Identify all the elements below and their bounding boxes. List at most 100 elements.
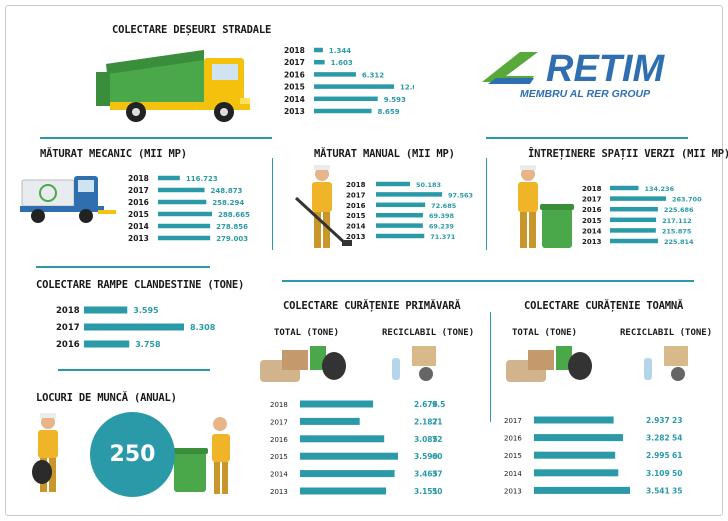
tick-label: 2013: [128, 234, 149, 242]
bar: [300, 435, 385, 443]
street-sweeper-icon: [20, 176, 116, 223]
bar: [610, 185, 639, 191]
data-label: 3.465: [414, 470, 438, 479]
data-label: 215.875: [662, 227, 692, 235]
mechanical-title: MĂTURAT MECANIC (MII MP): [40, 148, 187, 160]
tick-label: 2015: [284, 83, 305, 92]
autumn-recyclable-label: RECICLABIL (TONE): [620, 328, 713, 338]
autumn-total-label: TOTAL (TONE): [512, 328, 578, 338]
bar: [610, 228, 656, 233]
data-label: 2.995: [646, 451, 670, 460]
tick-label: 2018: [56, 306, 80, 316]
data-label: 50.183: [416, 181, 441, 189]
bar: [314, 59, 325, 65]
data-label: 248.873: [211, 187, 243, 195]
bar: [534, 434, 623, 442]
data-label: 9.5: [432, 400, 445, 409]
data-label: 3.151: [414, 487, 438, 496]
brand-tagline: MEMBRU AL RER GROUP: [520, 88, 651, 100]
bar: [534, 469, 619, 477]
tick-label: 2014: [346, 223, 366, 231]
outer-frame: [5, 5, 723, 516]
bar: [300, 470, 395, 478]
data-label: 35: [672, 486, 682, 495]
bar: [300, 487, 387, 495]
bar: [610, 238, 658, 244]
bar: [534, 451, 616, 459]
bar: [376, 233, 425, 239]
tick-label: 2016: [284, 70, 305, 79]
bar: [376, 181, 410, 187]
data-label: 217.112: [662, 217, 692, 225]
data-label: 116.723: [186, 175, 218, 183]
data-label: 1.344: [329, 47, 351, 55]
data-label: 61: [672, 451, 682, 460]
retim-logo: RETIM MEMBRU AL RER GROUP: [478, 44, 698, 104]
data-label: 3.085: [414, 435, 438, 444]
data-label: 69.398: [429, 212, 455, 220]
data-label: 3.109: [646, 469, 670, 478]
tick-label: 2015: [128, 210, 149, 219]
data-label: 288.665: [218, 211, 250, 219]
data-label: 3.590: [414, 452, 438, 461]
tick-label: 2018: [270, 401, 288, 409]
data-label: 1.603: [331, 59, 353, 67]
tick-label: 2013: [582, 238, 602, 246]
bar: [158, 175, 180, 181]
data-label: 21: [432, 417, 442, 426]
bar: [158, 223, 211, 229]
tick-label: 2014: [284, 95, 305, 104]
data-label: 37: [432, 470, 442, 479]
tick-label: 2016: [346, 202, 366, 210]
jobs-title: LOCURI DE MUNCĂ (ANUAL): [36, 392, 177, 404]
waste-pile-icon: [260, 346, 346, 382]
data-label: 3.595: [133, 306, 159, 315]
divider: [36, 266, 210, 268]
divider: [490, 312, 491, 422]
mechanical-chart: 2018 116.723 2017 248.873 2016 258.294 2015 288…: [128, 174, 250, 242]
autumn-chart: 2017 2.937 23 2016 3.282 54 2015 2.995 61 2014 3.1…: [504, 416, 682, 495]
tick-label: 2018: [346, 181, 366, 189]
bar: [376, 212, 423, 218]
data-label: 279.003: [216, 235, 248, 242]
tick-label: 2013: [270, 488, 288, 496]
bar: [300, 417, 360, 425]
tick-label: 2018: [128, 174, 149, 183]
tick-label: 2016: [128, 198, 149, 207]
bin-worker-icon: [32, 413, 58, 492]
data-label: 2.676: [414, 400, 438, 409]
tick-label: 2013: [504, 487, 522, 495]
data-label: 6.312: [362, 71, 384, 79]
tick-label: 2015: [270, 453, 288, 461]
data-label: 72.685: [431, 202, 457, 210]
bar: [610, 196, 666, 201]
tick-label: 2015: [504, 452, 522, 460]
divider: [486, 158, 487, 250]
bar: [376, 192, 442, 197]
recyclables-icon: [392, 346, 436, 381]
bar: [376, 223, 423, 228]
bar: [610, 206, 658, 212]
tick-label: 2017: [504, 417, 522, 425]
garbage-truck-icon: [96, 50, 250, 122]
tick-label: 2013: [284, 107, 305, 116]
bar: [534, 416, 614, 424]
divider: [486, 137, 688, 139]
jobs-value: 250: [90, 412, 175, 497]
tick-label: 2016: [582, 206, 602, 214]
tick-label: 2017: [346, 191, 366, 199]
data-label: 3.282: [646, 434, 670, 443]
tick-label: 2016: [56, 340, 80, 350]
data-label: 134.236: [645, 185, 675, 193]
divider: [40, 137, 272, 139]
data-label: 2.187: [414, 417, 438, 426]
data-label: 97.563: [448, 191, 473, 199]
manual-chart: 2018 50.183 2017 97.563 2016 72.685 2015 69.398…: [346, 181, 473, 241]
tick-label: 2014: [504, 470, 522, 478]
ramps-chart: 2018 3.595 2017 8.308 2016 3.758: [56, 306, 216, 350]
retim-logo-mark: RETIM: [482, 48, 666, 90]
bar: [300, 452, 398, 460]
green-title: ÎNTREȚINERE SPAȚII VERZI (MII MP): [528, 148, 728, 160]
data-label: 258.294: [212, 199, 244, 207]
